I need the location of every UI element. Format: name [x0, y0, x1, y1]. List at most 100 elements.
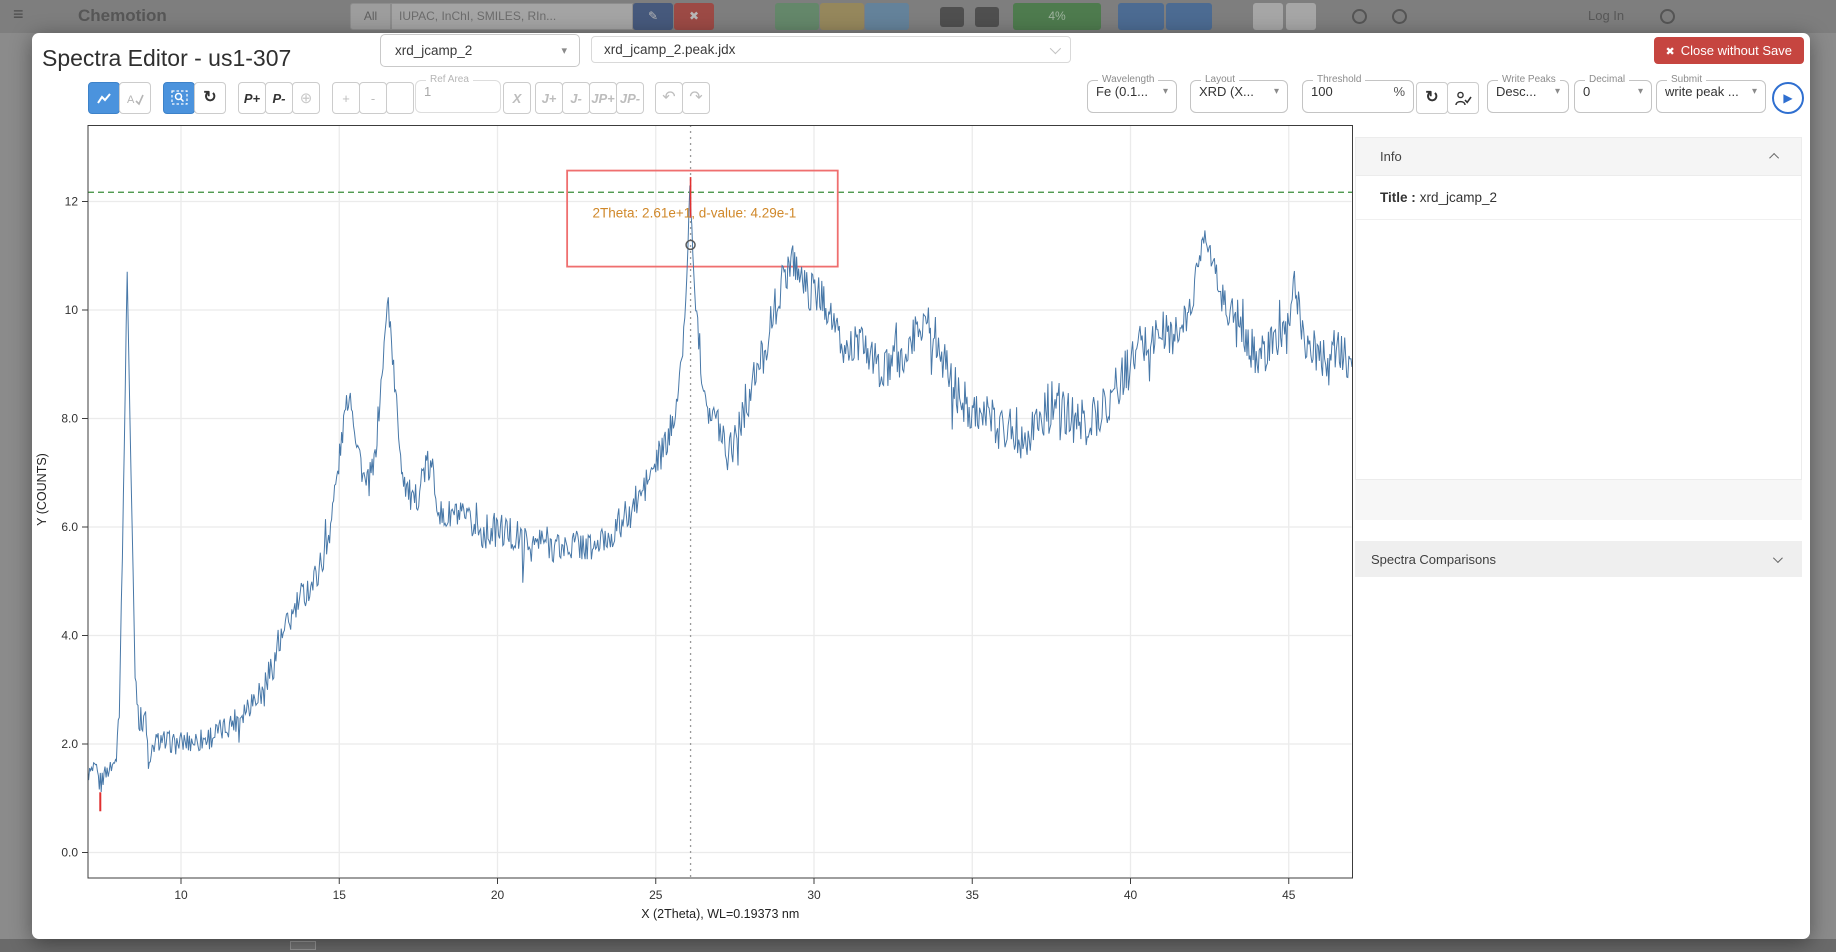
user-icon: [1660, 9, 1675, 24]
integration-add-button[interactable]: J+: [535, 82, 563, 114]
increase-button[interactable]: +: [332, 82, 360, 114]
search-scope-select: All: [350, 3, 391, 30]
svg-text:2.0: 2.0: [61, 737, 78, 751]
submit-play-button[interactable]: ▶: [1772, 82, 1804, 114]
wavelength-label: Wavelength: [1102, 74, 1155, 85]
search-input: IUPAC, InChI, SMILES, RIn...: [391, 3, 633, 30]
svg-text:30: 30: [807, 888, 821, 902]
info-panel-body: Title : xrd_jcamp_2: [1355, 176, 1802, 480]
info-accordion-header[interactable]: Info: [1355, 137, 1802, 176]
file-select[interactable]: xrd_jcamp_2.peak.jdx: [591, 36, 1071, 63]
zoom-select-button[interactable]: [163, 82, 195, 114]
zoom-group: ↻: [163, 82, 226, 114]
svg-text:4.0: 4.0: [61, 629, 78, 643]
navbar-glyph-1: [940, 7, 964, 27]
svg-text:Y (COUNTS): Y (COUNTS): [35, 453, 49, 526]
svg-text:20: 20: [491, 888, 505, 902]
chevron-down-icon: [1772, 552, 1783, 563]
display-mode-group: A: [88, 82, 151, 114]
play-icon: ▶: [1783, 91, 1793, 105]
svg-text:15: 15: [333, 888, 347, 902]
caret-down-icon: ▾: [1554, 86, 1560, 97]
write-peaks-value: Desc...: [1496, 84, 1537, 99]
submit-select[interactable]: Submit write peak ... ▾: [1656, 75, 1766, 113]
page-title: Spectra Editor - us1-307: [42, 45, 292, 71]
layout-label: Layout: [1205, 74, 1236, 85]
svg-text:12: 12: [65, 195, 79, 209]
x-button[interactable]: X: [503, 82, 531, 114]
svg-text:25: 25: [649, 888, 663, 902]
close-without-save-button[interactable]: ✖ Close without Save: [1653, 37, 1804, 64]
comparisons-accordion-header[interactable]: Spectra Comparisons: [1355, 541, 1802, 577]
integration-group: J+ J- JP+ JP-: [535, 82, 644, 114]
info-header-label: Info: [1380, 149, 1402, 164]
redo-button[interactable]: ↷: [682, 82, 710, 114]
info-title-label: Title :: [1380, 190, 1416, 205]
submit-label: Submit: [1671, 74, 1703, 85]
navbar-button-green: [775, 3, 819, 30]
anchor-mode-button[interactable]: A: [119, 82, 151, 114]
integration-remove-button[interactable]: J-: [562, 82, 590, 114]
zoom-area-icon: [170, 90, 188, 105]
spectrum-select[interactable]: xrd_jcamp_2 ▾: [380, 34, 580, 67]
navbar-button-light-2: [1286, 3, 1316, 30]
ref-area-field[interactable]: Ref Area 1: [415, 75, 501, 113]
brand-logo: Chemotion: [78, 6, 167, 25]
person-check-icon: [1454, 91, 1472, 105]
svg-text:35: 35: [966, 888, 980, 902]
navbar-button-khaki: [820, 3, 864, 30]
undo-button[interactable]: ↶: [655, 82, 683, 114]
navbar-button-steel: [865, 3, 909, 30]
line-mode-button[interactable]: [88, 82, 120, 114]
caret-down-icon: ▾: [1162, 86, 1168, 97]
background-bottombar: [0, 939, 1836, 952]
set-reference-button[interactable]: ⊕: [292, 82, 320, 114]
side-panel: Info Title : xrd_jcamp_2 Spectra Comparis…: [1355, 137, 1802, 577]
add-peak-button[interactable]: P+: [238, 82, 266, 114]
threshold-unit: %: [1393, 84, 1405, 99]
write-peaks-label: Write Peaks: [1502, 74, 1556, 85]
write-peaks-select[interactable]: Write Peaks Desc... ▾: [1487, 75, 1569, 113]
wavelength-value: Fe (0.1...: [1096, 84, 1149, 99]
threshold-actions: ↻: [1416, 82, 1479, 114]
login-link: Log In: [1588, 8, 1625, 23]
ref-area-value: 1: [424, 84, 432, 99]
layout-value: XRD (X...: [1199, 84, 1254, 99]
submit-value: write peak ...: [1665, 84, 1739, 99]
comparisons-header-label: Spectra Comparisons: [1371, 551, 1496, 567]
multiplicity-add-button[interactable]: JP+: [589, 82, 617, 114]
remove-peak-button[interactable]: P-: [265, 82, 293, 114]
caret-down-icon: ▾: [1637, 86, 1643, 97]
file-select-value: xrd_jcamp_2.peak.jdx: [604, 42, 736, 57]
refresh-threshold-button[interactable]: ↻: [1416, 82, 1448, 114]
reset-zoom-icon: ↻: [203, 89, 217, 106]
refresh-icon: ↻: [1425, 89, 1439, 106]
navbar-glyph-2: [975, 7, 999, 27]
chevron-up-icon: [1769, 152, 1780, 163]
predict-button[interactable]: [1447, 82, 1479, 114]
decimal-select[interactable]: Decimal 0 ▾: [1574, 75, 1652, 113]
reset-zoom-button[interactable]: ↻: [194, 82, 226, 114]
svg-text:6.0: 6.0: [61, 520, 78, 534]
svg-text:0.0: 0.0: [61, 846, 78, 860]
decimal-value: 0: [1583, 84, 1591, 99]
spectrum-chart[interactable]: 2Theta: 2.61e+1, d-value: 4.29e-1 10 15 20 2…: [32, 125, 1355, 937]
multiplicity-remove-button[interactable]: JP-: [616, 82, 644, 114]
threshold-field[interactable]: Threshold 100%: [1302, 75, 1414, 113]
svg-text:2Theta: 2.61e+1, d-value: 4.29: 2Theta: 2.61e+1, d-value: 4.29e-1: [593, 205, 797, 220]
clear-search-button: ✖: [674, 3, 714, 30]
threshold-label: Threshold: [1317, 74, 1362, 85]
decrease-button[interactable]: -: [359, 82, 387, 114]
ref-area-label: Ref Area: [430, 74, 469, 85]
blank-button[interactable]: [386, 82, 414, 114]
svg-text:8.0: 8.0: [61, 412, 78, 426]
spectra-editor-modal: Spectra Editor - us1-307 xrd_jcamp_2 ▾ x…: [32, 33, 1810, 939]
info-title-value: xrd_jcamp_2: [1419, 190, 1498, 205]
wavelength-select[interactable]: Wavelength Fe (0.1... ▾: [1087, 75, 1177, 113]
layout-select[interactable]: Layout XRD (X... ▾: [1190, 75, 1288, 113]
chevron-down-icon: [1049, 42, 1062, 54]
info-panel-footer: [1355, 480, 1802, 520]
caret-down-icon: ▾: [1751, 86, 1757, 97]
navbar-button-light-1: [1253, 3, 1283, 30]
svg-text:10: 10: [65, 303, 79, 317]
